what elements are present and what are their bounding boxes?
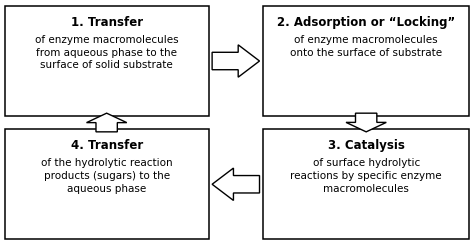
Text: 4. Transfer: 4. Transfer: [71, 139, 143, 152]
Text: of surface hydrolytic
reactions by specific enzyme
macromolecules: of surface hydrolytic reactions by speci…: [291, 158, 442, 194]
Text: of enzyme macromolecules
from aqueous phase to the
surface of solid substrate: of enzyme macromolecules from aqueous ph…: [35, 35, 179, 70]
Text: of the hydrolytic reaction
products (sugars) to the
aqueous phase: of the hydrolytic reaction products (sug…: [41, 158, 173, 194]
Bar: [263, 129, 469, 239]
Text: 1. Transfer: 1. Transfer: [71, 16, 143, 29]
Bar: [5, 129, 209, 239]
Polygon shape: [86, 113, 127, 132]
Text: 3. Catalysis: 3. Catalysis: [328, 139, 405, 152]
Text: 2. Adsorption or “Locking”: 2. Adsorption or “Locking”: [277, 16, 456, 29]
Polygon shape: [346, 113, 386, 132]
Polygon shape: [212, 45, 259, 77]
Text: of enzyme macromolecules
onto the surface of substrate: of enzyme macromolecules onto the surfac…: [290, 35, 442, 58]
Polygon shape: [212, 168, 259, 200]
Bar: [263, 6, 469, 116]
Bar: [5, 6, 209, 116]
